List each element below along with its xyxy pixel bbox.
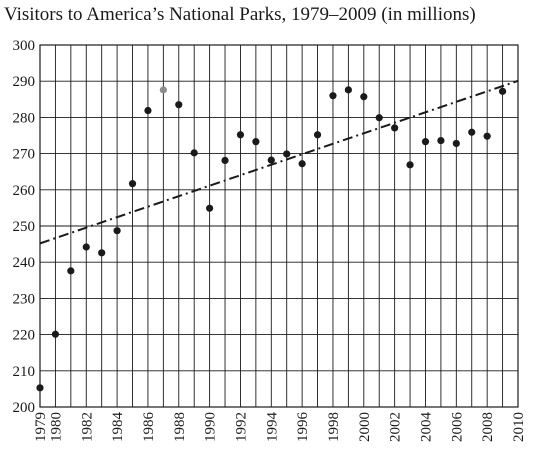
- x-tick-label: 2000: [357, 412, 373, 442]
- y-tick-label: 300: [13, 38, 36, 54]
- x-tick-label: 1998: [326, 412, 342, 442]
- data-point: [313, 131, 322, 139]
- data-point: [452, 139, 460, 148]
- data-point: [283, 150, 291, 158]
- data-point: [391, 124, 399, 132]
- data-point: [175, 101, 183, 109]
- x-tick-label: 1990: [203, 412, 219, 442]
- x-tick-label: 1992: [233, 412, 249, 442]
- data-point: [82, 243, 90, 251]
- data-point: [344, 86, 352, 94]
- data-point: [190, 149, 198, 157]
- y-tick-label: 270: [13, 147, 36, 163]
- data-point: [221, 156, 229, 165]
- y-tick-label: 250: [13, 219, 36, 235]
- data-point: [252, 138, 260, 146]
- x-tick-label: 2006: [449, 412, 465, 443]
- grid: [40, 45, 518, 407]
- data-point: [483, 132, 491, 140]
- data-point-highlighted: [159, 86, 167, 94]
- data-point: [67, 267, 75, 275]
- data-point: [236, 131, 245, 139]
- y-tick-label: 260: [13, 183, 36, 199]
- x-tick-label: 1986: [141, 412, 157, 443]
- y-tick-label: 240: [13, 255, 36, 271]
- y-tick-label: 280: [13, 110, 36, 126]
- data-point: [128, 180, 137, 188]
- x-tick-label: 2010: [511, 412, 527, 442]
- data-point: [421, 138, 430, 146]
- x-tick-label: 1988: [172, 412, 188, 442]
- y-tick-label: 290: [13, 74, 36, 90]
- data-point: [206, 204, 214, 212]
- data-point: [113, 227, 121, 235]
- data-point: [498, 87, 507, 95]
- data-point: [36, 384, 44, 392]
- y-axis: 200 210 220 230 240 250 260 270 280 290 300: [13, 38, 36, 416]
- data-point: [51, 330, 60, 338]
- data-point: [144, 106, 152, 115]
- data-point: [329, 92, 337, 100]
- data-point: [468, 128, 476, 136]
- x-tick-label: 2004: [418, 412, 434, 443]
- x-axis: 1979 1980 1982 1984 1986 1988 1990 1992 1994 1996…: [33, 412, 527, 443]
- x-tick-label: 1979: [33, 412, 49, 442]
- data-point: [375, 114, 383, 122]
- data-point: [267, 156, 275, 164]
- x-tick-label: 1980: [48, 412, 64, 442]
- y-tick-label: 200: [13, 400, 36, 416]
- y-tick-label: 230: [13, 291, 36, 307]
- data-point: [437, 136, 445, 145]
- data-point: [406, 161, 414, 169]
- trend-line: [39, 79, 519, 245]
- plot-frame: [39, 44, 519, 408]
- x-tick-label: 2002: [388, 412, 404, 442]
- data-points: [36, 86, 507, 392]
- y-tick-label: 210: [13, 364, 36, 380]
- data-point: [98, 249, 106, 257]
- x-tick-label: 2008: [480, 412, 496, 442]
- x-tick-label: 1984: [110, 412, 126, 443]
- chart-title: Visitors to America’s National Parks, 19…: [4, 4, 476, 25]
- y-tick-label: 220: [13, 328, 36, 344]
- x-tick-label: 1982: [79, 412, 95, 442]
- data-point: [298, 160, 306, 168]
- data-point: [360, 93, 368, 101]
- x-tick-label: 1996: [295, 412, 311, 443]
- x-tick-label: 1994: [264, 412, 280, 443]
